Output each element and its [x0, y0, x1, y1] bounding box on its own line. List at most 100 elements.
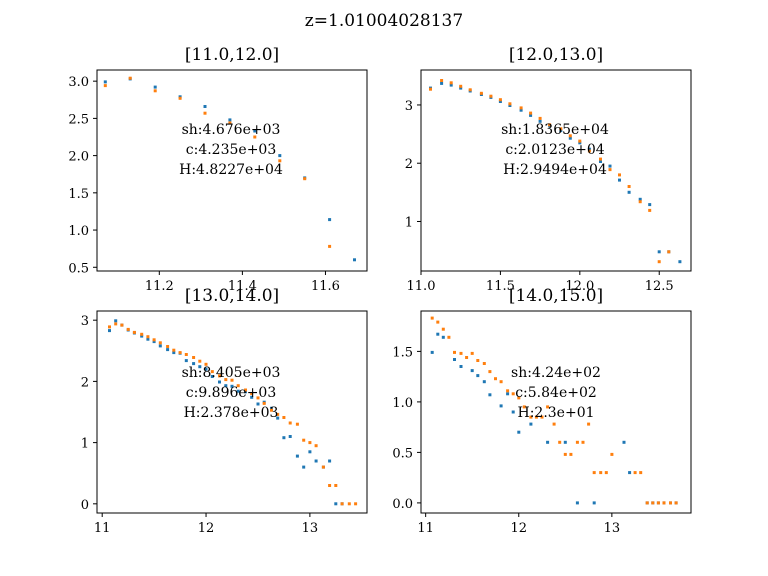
data-point [302, 465, 306, 469]
x-tick-label: 12 [510, 521, 527, 536]
y-tick-label: 1.5 [68, 187, 89, 202]
data-point [334, 484, 338, 487]
y-tick-label: 2.5 [68, 112, 89, 127]
data-point [558, 440, 562, 444]
annotation-line: sh:8.405e+03 [182, 365, 281, 381]
data-point [308, 450, 312, 454]
annotation-line: H:4.8227e+04 [179, 162, 283, 178]
data-point [228, 118, 232, 122]
data-point [447, 335, 451, 339]
y-tick-label: 0.5 [392, 446, 413, 461]
data-point [470, 369, 474, 373]
data-point [638, 200, 642, 204]
data-point [244, 388, 247, 392]
data-point [152, 340, 156, 344]
data-point [440, 79, 444, 82]
x-tick-label: 11.2 [145, 279, 174, 294]
data-point [328, 484, 332, 487]
data-point [669, 501, 672, 505]
data-point [276, 412, 280, 416]
data-point [522, 405, 526, 409]
data-point [347, 502, 351, 506]
data-point [459, 351, 463, 355]
data-point [604, 471, 608, 475]
x-tick-label: 12.0 [565, 279, 594, 294]
data-point [328, 244, 332, 248]
annotation-line: sh:4.676e+03 [182, 122, 281, 138]
data-point [508, 102, 512, 106]
data-point [441, 335, 445, 339]
data-point [308, 441, 312, 445]
data-point [459, 86, 463, 90]
data-point [578, 139, 582, 143]
data-point [132, 330, 136, 334]
data-point [126, 327, 130, 331]
annotation-line: H:2.3e+01 [517, 405, 594, 421]
data-point [449, 81, 453, 85]
data-point [546, 440, 550, 444]
data-point [282, 416, 286, 419]
data-point [236, 384, 240, 388]
data-point [587, 147, 591, 151]
data-point [529, 422, 533, 426]
data-point [218, 374, 221, 378]
y-tick-label: 1.0 [392, 396, 413, 411]
data-point [639, 471, 643, 475]
data-point [146, 337, 150, 341]
data-point [288, 435, 292, 438]
data-point [278, 159, 282, 163]
data-point [328, 218, 332, 222]
data-point [295, 454, 299, 458]
data-point [436, 332, 440, 336]
data-point [538, 119, 542, 123]
data-point [519, 108, 523, 112]
data-point [575, 501, 579, 505]
subplot-title: [14.0,15.0] [509, 286, 603, 306]
data-point [436, 320, 440, 324]
data-point [540, 415, 544, 419]
data-point [529, 113, 533, 117]
x-tick-label: 11.6 [311, 279, 340, 294]
data-point [633, 471, 637, 475]
data-point [178, 351, 182, 355]
annotation-line: sh:4.24e+02 [511, 365, 601, 381]
series-2 [430, 316, 678, 505]
figure-suptitle: z=1.01004028137 [305, 11, 463, 31]
data-point [128, 76, 132, 80]
data-point [678, 260, 682, 264]
data-point [302, 438, 306, 442]
data-point [459, 365, 463, 368]
data-point [511, 410, 515, 414]
data-point [476, 374, 480, 378]
data-point [519, 106, 523, 110]
data-point [328, 459, 332, 463]
data-point [198, 365, 202, 369]
data-point [158, 341, 162, 345]
data-point [499, 404, 503, 408]
data-point [488, 393, 492, 397]
data-point [656, 501, 660, 505]
data-point [552, 422, 556, 426]
data-point [103, 84, 107, 88]
data-point [476, 359, 480, 362]
data-point [204, 362, 208, 366]
data-point [667, 250, 671, 254]
data-point [508, 104, 512, 107]
data-point [498, 98, 502, 102]
data-point [172, 348, 176, 352]
data-point [482, 380, 486, 384]
data-point [198, 359, 202, 363]
data-point [103, 80, 107, 84]
data-point [599, 471, 603, 475]
data-point [622, 440, 626, 444]
data-point [563, 440, 567, 444]
data-point [354, 502, 358, 506]
data-point [192, 362, 196, 366]
data-point [657, 260, 661, 264]
data-point [108, 325, 111, 329]
series-2 [103, 76, 332, 248]
data-point [253, 135, 257, 139]
data-point [648, 208, 652, 212]
annotation-line: H:2.9494e+04 [503, 162, 607, 178]
